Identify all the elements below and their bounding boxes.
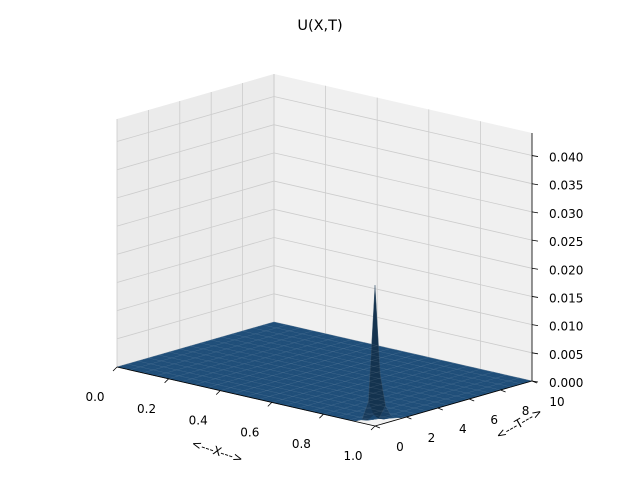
surface-wire xyxy=(310,366,468,412)
surface-wire xyxy=(362,377,520,421)
surface-wire xyxy=(169,351,428,412)
tick-labels: 0.0 0.2 0.4 0.6 0.8 1.0 0 2 4 6 8 10 0.000 0.005 0.010… xyxy=(85,151,583,463)
x-tick-label: 0.2 xyxy=(137,402,156,416)
z-tick xyxy=(531,211,539,214)
z-tick-label: 0.015 xyxy=(549,291,583,305)
surface-wire xyxy=(207,342,365,388)
surface-wire xyxy=(273,321,533,382)
surface-wire xyxy=(194,339,352,385)
t-tick-label: 8 xyxy=(522,404,530,418)
t-tick-label: 0 xyxy=(396,440,404,454)
surface-wire xyxy=(284,360,442,406)
z-tick xyxy=(531,324,539,327)
z-tick-label: 0.020 xyxy=(549,263,583,277)
x-axis-label: <---X---> xyxy=(190,436,245,466)
surface-wire xyxy=(129,324,287,371)
t-tick xyxy=(374,425,381,429)
z-tick-label: 0.030 xyxy=(549,207,583,221)
x-tick xyxy=(370,425,376,431)
z-tick-label: 0.040 xyxy=(549,151,583,165)
surface-wire xyxy=(200,342,459,403)
t-axis-label: <---T---> xyxy=(493,405,544,443)
t-tick xyxy=(469,398,475,402)
surface-wire xyxy=(179,348,438,409)
surface-wire xyxy=(349,374,507,421)
axis-lines xyxy=(116,133,533,427)
x-tick-label: 0.0 xyxy=(85,390,104,404)
surface-wire xyxy=(233,348,391,394)
surface-wire xyxy=(336,371,494,418)
t-tick xyxy=(437,407,443,411)
back-left-pane xyxy=(117,74,274,367)
z-grid-line xyxy=(116,124,533,185)
surface-wire xyxy=(142,327,300,374)
t-tick xyxy=(406,416,412,420)
surface-wire xyxy=(116,321,275,368)
z-tick-label: 0.010 xyxy=(549,320,583,334)
z-grid-line xyxy=(116,293,533,354)
surface-wire xyxy=(242,330,501,391)
surface-wire xyxy=(158,354,417,415)
x-axis-line xyxy=(116,366,376,427)
x-tick-label: 1.0 xyxy=(343,449,362,463)
surface-wire xyxy=(253,327,512,388)
surface-wire xyxy=(137,360,396,419)
z-tick xyxy=(531,183,539,186)
t-axis-line xyxy=(374,380,533,427)
surface-wire xyxy=(127,363,386,420)
chart-title: U(X,T) xyxy=(297,18,342,34)
z-grid-line xyxy=(116,208,533,269)
z-grid-line xyxy=(116,96,533,156)
surface-wire xyxy=(155,330,313,377)
surface-wire xyxy=(297,363,455,409)
z-tick xyxy=(531,352,539,355)
z-tick xyxy=(531,155,539,157)
z-tick-label: 0.000 xyxy=(549,376,583,390)
surface-wire xyxy=(258,354,416,400)
t-tick-label: 10 xyxy=(549,395,564,409)
x-tick xyxy=(267,402,273,407)
tick-marks xyxy=(112,155,539,431)
z-grid-line xyxy=(116,180,533,241)
surface-mesh xyxy=(116,285,533,422)
back-right-pane xyxy=(274,74,532,381)
z-tick-label: 0.005 xyxy=(549,348,583,362)
x-tick xyxy=(215,390,221,395)
surface-facet xyxy=(368,285,381,416)
z-grid-line xyxy=(116,152,533,213)
surface-wire xyxy=(245,351,404,397)
surface-wire xyxy=(168,333,326,380)
x-tick xyxy=(112,366,118,372)
z-grid-line xyxy=(116,265,533,325)
surface-wire xyxy=(148,357,407,417)
t-tick-label: 6 xyxy=(490,413,498,427)
z-tick-label: 0.035 xyxy=(549,179,583,193)
x-tick xyxy=(319,413,324,419)
surface-wire xyxy=(263,324,522,385)
x-tick xyxy=(164,378,169,384)
z-tick xyxy=(531,296,539,298)
t-tick xyxy=(500,389,506,393)
surface-wire xyxy=(271,357,429,403)
z-tick xyxy=(531,380,539,383)
surface-wire xyxy=(181,336,339,383)
z-tick xyxy=(531,267,539,270)
x-tick-label: 0.6 xyxy=(240,425,259,439)
surface-wire xyxy=(323,368,481,415)
t-tick-label: 2 xyxy=(428,431,436,445)
surface-wire xyxy=(221,336,480,397)
z-tick xyxy=(531,239,539,242)
surface-wire xyxy=(190,345,449,406)
surface-wire xyxy=(220,345,378,391)
x-tick-label: 0.4 xyxy=(189,414,208,428)
surface-wire xyxy=(232,333,491,394)
surface-wire xyxy=(211,339,470,400)
x-tick-label: 0.8 xyxy=(292,437,311,451)
z-tick-label: 0.025 xyxy=(549,235,583,249)
t-tick-label: 4 xyxy=(459,422,467,436)
z-grid-line xyxy=(116,237,533,297)
